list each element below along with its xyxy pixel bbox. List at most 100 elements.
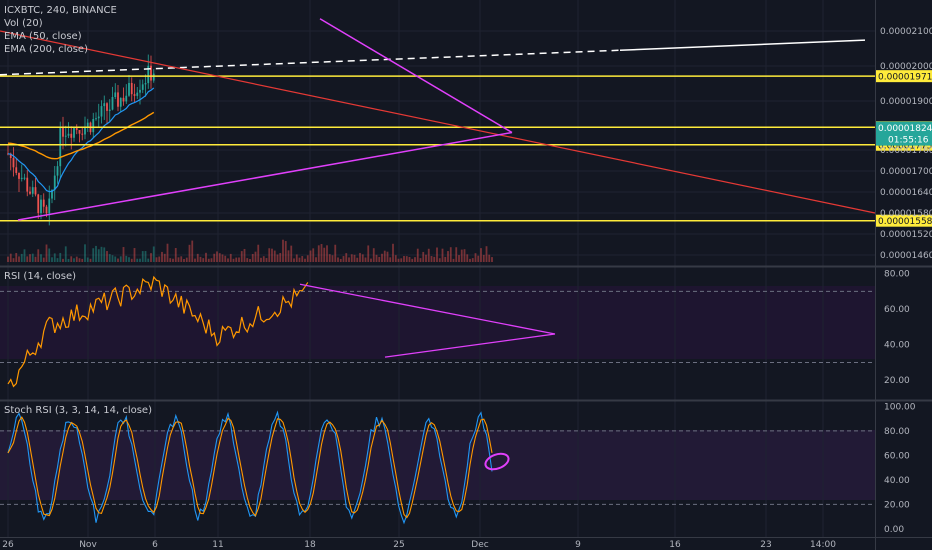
- candle-body: [67, 133, 70, 136]
- volume-bar: [480, 248, 482, 262]
- time-axis-tick: Nov: [79, 540, 97, 550]
- volume-bar: [295, 254, 298, 262]
- time-axis[interactable]: 26 Nov 6 11 18 25 Dec 9 16 23 14:00: [2, 540, 836, 550]
- volume-bar: [397, 258, 400, 262]
- volume-bar: [232, 258, 235, 262]
- candle-body: [59, 128, 62, 167]
- volume-bar: [15, 252, 18, 262]
- candle-body: [73, 127, 75, 138]
- volume-bar: [249, 258, 251, 262]
- volume-bar: [304, 258, 306, 262]
- rsi-legend[interactable]: RSI (14, close): [4, 271, 77, 282]
- volume-bar: [202, 258, 205, 262]
- volume-bar: [169, 258, 172, 262]
- candle-body: [75, 127, 78, 131]
- volume-bar: [273, 250, 276, 262]
- price-axis-tick: 0.00002100: [880, 27, 932, 37]
- candle-body: [48, 198, 51, 214]
- candle-body: [111, 96, 114, 110]
- candle-body: [12, 158, 15, 168]
- volume-bar: [471, 258, 474, 262]
- ema200-indicator-label[interactable]: EMA (200, close): [4, 44, 88, 55]
- stoch-axis-tick: 60.00: [884, 451, 910, 461]
- ema50-indicator-label[interactable]: EMA (50, close): [4, 31, 82, 42]
- volume-bar: [353, 254, 356, 262]
- volume-bar: [298, 257, 301, 262]
- volume-bar: [42, 257, 45, 262]
- volume-bar: [444, 256, 447, 262]
- stoch-axis-tick: 80.00: [884, 427, 910, 437]
- volume-bar: [389, 257, 392, 262]
- rsi-support-line[interactable]: [384, 333, 556, 358]
- grid-lines: [0, 0, 875, 537]
- dashed-resistance-line[interactable]: [0, 49, 621, 76]
- descending-red-trendline[interactable]: [0, 30, 876, 214]
- volume-bar: [243, 248, 246, 262]
- volume-bar: [86, 257, 89, 262]
- volume-bar: [185, 257, 188, 262]
- volume-bar: [367, 245, 370, 262]
- volume-bar: [447, 251, 449, 262]
- volume-bar: [364, 257, 367, 262]
- volume-bar: [411, 258, 414, 262]
- candlestick-series: [7, 54, 155, 226]
- volume-bar: [78, 258, 81, 262]
- volume-bar: [238, 257, 240, 262]
- volume-bar: [141, 251, 144, 262]
- candle-body: [84, 126, 86, 135]
- volume-bar: [221, 254, 224, 262]
- stoch-legend[interactable]: Stoch RSI (3, 3, 14, 14, close): [4, 405, 152, 416]
- volume-bar: [172, 258, 174, 262]
- ema50-line: [7, 87, 155, 193]
- volume-bar: [37, 249, 40, 262]
- volume-bar: [56, 258, 59, 262]
- triangle-support-line[interactable]: [17, 131, 513, 221]
- price-panel[interactable]: [0, 0, 875, 265]
- volume-bar: [408, 256, 411, 262]
- volume-bar: [29, 254, 31, 262]
- volume-bar: [18, 256, 20, 262]
- volume-bar: [20, 253, 23, 262]
- price-axis[interactable]: 0.00002100 0.00002000 0.00001900 0.00001760…: [880, 27, 932, 535]
- countdown-text: 01:55:16: [888, 136, 929, 146]
- volume-bar: [425, 254, 427, 262]
- volume-bar: [271, 248, 273, 262]
- rsi-resistance-line[interactable]: [299, 283, 556, 335]
- triangle-resistance-line[interactable]: [319, 18, 513, 134]
- candle-body: [114, 92, 117, 97]
- volume-bar: [279, 253, 282, 262]
- volume-bar: [430, 256, 433, 262]
- volume-bar: [130, 258, 133, 262]
- highlight-circle[interactable]: [483, 451, 510, 472]
- volume-bar: [7, 256, 9, 262]
- candle-body: [81, 133, 84, 135]
- resistance-line-end[interactable]: [619, 39, 866, 51]
- volume-bar: [427, 248, 430, 262]
- candle-body: [45, 206, 48, 214]
- candle-body: [70, 133, 73, 138]
- volume-bar: [315, 257, 317, 262]
- symbol-line[interactable]: ICXBTC, 240, BINANCE: [4, 5, 117, 16]
- horizontal-levels[interactable]: 0.000019710.000018250.000017750.00001558…: [0, 70, 932, 227]
- volume-bar: [188, 244, 191, 262]
- volume-bar: [194, 258, 196, 262]
- volume-bar: [235, 257, 238, 262]
- volume-bar: [290, 245, 293, 262]
- volume-bar: [62, 258, 64, 262]
- volume-bar: [119, 256, 122, 262]
- volume-bar: [199, 256, 202, 262]
- volume-bar: [452, 258, 455, 262]
- volume-bar: [438, 258, 441, 262]
- volume-bar: [254, 251, 257, 262]
- volume-bar: [350, 254, 353, 262]
- stoch-rsi-series: [7, 410, 510, 525]
- candle-body: [139, 89, 141, 93]
- volume-bar: [419, 258, 422, 262]
- volume-bar: [422, 251, 425, 262]
- vol-indicator-label[interactable]: Vol (20): [4, 18, 43, 29]
- trendlines[interactable]: [0, 18, 876, 221]
- candle-body: [29, 191, 31, 194]
- price-level-tag-text: 0.00001775: [878, 141, 932, 151]
- stoch-axis-tick: 20.00: [884, 500, 910, 510]
